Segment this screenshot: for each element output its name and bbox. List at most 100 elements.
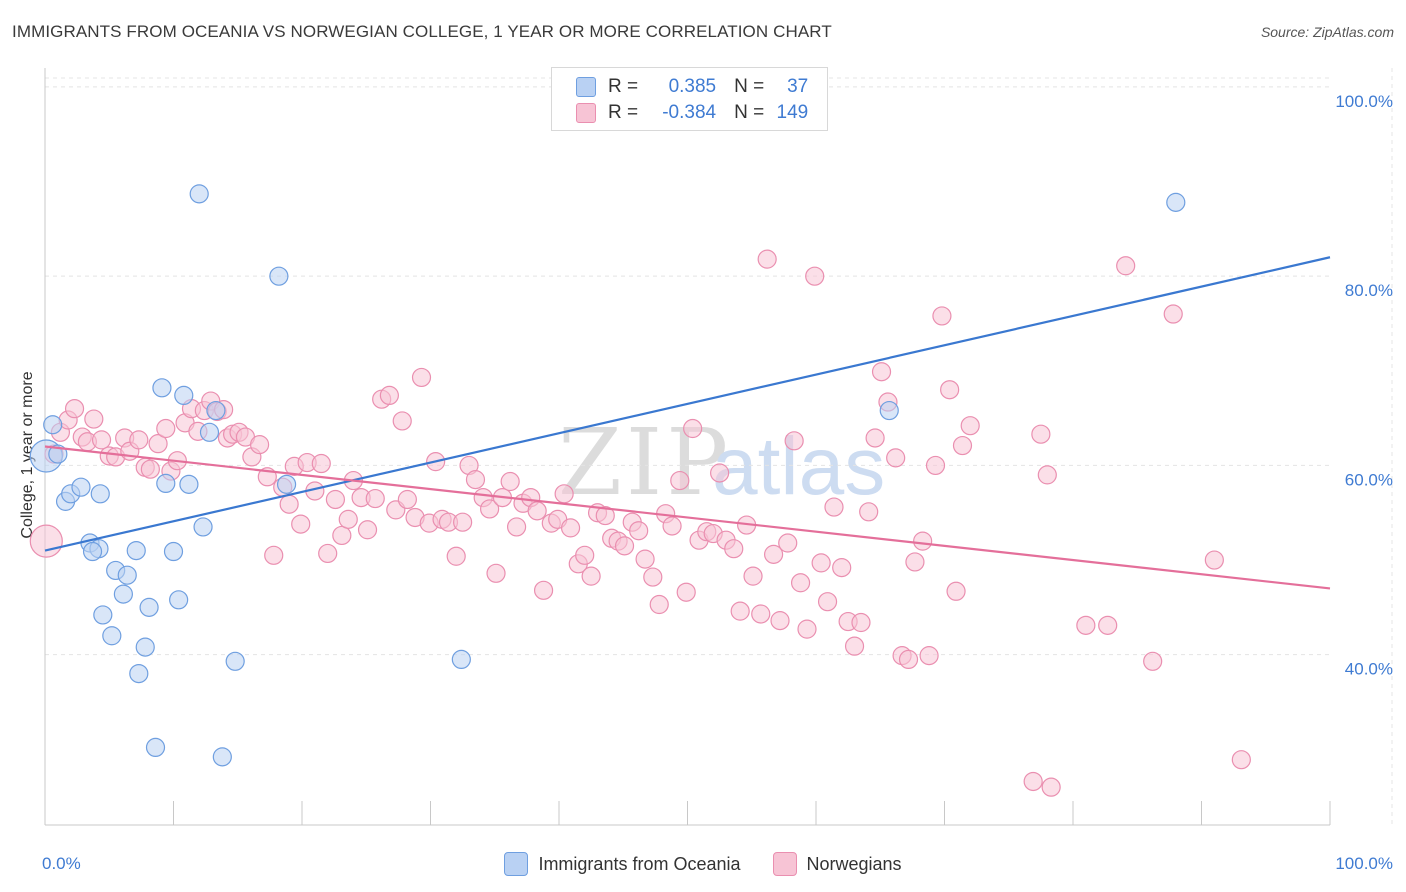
- data-point: [43, 415, 63, 435]
- data-point: [1204, 550, 1224, 570]
- data-point: [392, 411, 412, 431]
- source-credit: Source: ZipAtlas.com: [1260, 24, 1394, 40]
- data-point: [844, 636, 865, 656]
- data-point: [919, 646, 939, 666]
- data-point: [279, 494, 299, 514]
- y-tick-label: 80.0%: [1345, 281, 1393, 300]
- data-point: [451, 649, 471, 670]
- data-point: [1098, 615, 1118, 635]
- trend-lines: [44, 256, 1331, 590]
- data-point: [770, 611, 790, 631]
- data-point: [1143, 651, 1163, 671]
- data-point: [206, 400, 226, 421]
- data-point: [48, 444, 68, 464]
- legend-row-oceania: R = 0.385 N = 37: [576, 76, 808, 98]
- data-point: [139, 597, 159, 617]
- data-point: [670, 470, 690, 491]
- legend-row-norwegians: R = -0.384 N = 149: [576, 102, 808, 124]
- data-point: [113, 584, 133, 604]
- data-point: [179, 474, 199, 494]
- data-point: [325, 489, 346, 510]
- y-tick-label: 60.0%: [1345, 470, 1393, 489]
- data-point: [960, 416, 980, 436]
- trend-line-norwegians: [44, 445, 1331, 590]
- legend-n-value: 37: [787, 76, 809, 97]
- data-point: [784, 431, 804, 451]
- data-point: [751, 604, 771, 624]
- data-point: [581, 566, 601, 586]
- data-point: [276, 474, 297, 494]
- legend-swatch-pink: [772, 852, 797, 876]
- data-point: [140, 459, 160, 479]
- data-point: [560, 518, 581, 538]
- data-point: [757, 249, 777, 269]
- tick-labels: 40.0% 60.0% 80.0% 100.0% 0.0% 100.0%: [42, 92, 1393, 873]
- data-point: [527, 501, 547, 521]
- data-point: [790, 573, 811, 593]
- data-point: [189, 184, 209, 204]
- data-point: [952, 435, 973, 456]
- data-point: [212, 747, 232, 767]
- data-point: [311, 453, 331, 474]
- legend-n-value: 149: [776, 102, 809, 123]
- data-point: [763, 544, 784, 564]
- data-point: [71, 477, 91, 497]
- data-point: [913, 531, 933, 551]
- data-point: [156, 418, 176, 439]
- data-point: [554, 484, 574, 504]
- data-point: [318, 543, 338, 564]
- data-point: [643, 567, 663, 587]
- y-tick-label: 40.0%: [1345, 660, 1393, 679]
- trend-line-oceania: [44, 256, 1331, 552]
- data-point: [90, 484, 110, 504]
- data-point: [1031, 424, 1051, 444]
- data-point: [29, 524, 63, 558]
- data-point: [946, 581, 966, 601]
- data-point: [174, 385, 194, 406]
- data-point: [575, 545, 595, 565]
- data-point: [662, 516, 682, 536]
- data-point: [805, 266, 825, 286]
- series-norwegians: [29, 249, 1251, 797]
- x-tick-label: 0.0%: [42, 854, 81, 873]
- data-point: [145, 737, 166, 758]
- data-point: [82, 541, 103, 562]
- data-point: [905, 552, 925, 572]
- data-point: [411, 367, 432, 388]
- legend-r-value: 0.385: [668, 76, 717, 97]
- data-point: [156, 473, 176, 494]
- data-point: [357, 520, 378, 540]
- data-point: [871, 362, 892, 382]
- stats-legend: R = 0.385 N = 37 R = -0.384 N = 149: [551, 67, 828, 131]
- data-point: [480, 499, 500, 519]
- data-point: [264, 545, 284, 565]
- legend-item-oceania: Immigrants from Oceania: [504, 852, 741, 876]
- data-point: [453, 512, 473, 532]
- data-point: [446, 546, 466, 566]
- data-point: [879, 400, 899, 421]
- data-point: [1041, 777, 1061, 797]
- data-point: [1023, 771, 1043, 792]
- data-point: [91, 430, 112, 450]
- data-point: [886, 448, 906, 468]
- chart-title: IMMIGRANTS FROM OCEANIA VS NORWEGIAN COL…: [12, 22, 832, 41]
- data-point: [64, 399, 85, 419]
- legend-n-label: N =: [734, 102, 765, 123]
- data-point: [500, 471, 520, 492]
- data-point: [1076, 615, 1096, 635]
- data-point: [1166, 192, 1186, 212]
- data-point: [1231, 750, 1251, 770]
- data-point: [332, 525, 352, 546]
- data-point: [859, 502, 879, 522]
- data-point: [533, 580, 554, 600]
- data-point: [925, 455, 946, 476]
- data-point: [135, 637, 155, 657]
- legend-label-norwegians: Norwegians: [806, 853, 902, 874]
- data-point: [676, 582, 696, 602]
- data-point: [365, 488, 385, 509]
- data-point: [269, 266, 289, 286]
- legend-r-label: R =: [608, 76, 639, 97]
- data-point: [117, 565, 137, 585]
- data-point: [93, 605, 113, 625]
